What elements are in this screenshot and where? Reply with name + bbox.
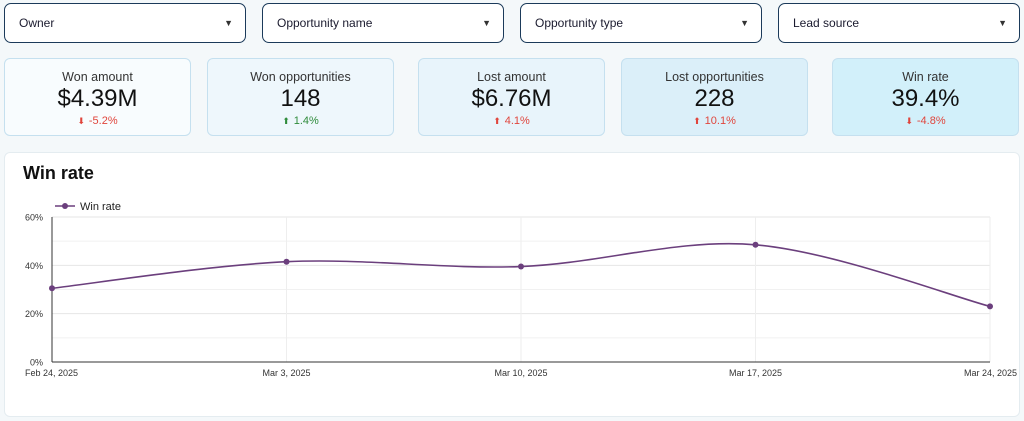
kpi-lost-opportunities: Lost opportunities 228 ⬆ 10.1% [621,58,808,136]
kpi-change: ⬇ -4.8% [905,115,945,128]
kpi-value: $4.39M [57,85,138,112]
data-point [49,285,55,292]
series-layer [49,241,993,310]
kpi-change-value: 4.1% [504,115,530,127]
filter-bar: Owner ▼ Opportunity name ▼ Opportunity t… [4,3,1020,43]
kpi-change: ⬆ 4.1% [493,115,530,128]
kpi-label: Lost opportunities [665,70,764,84]
x-tick-label: Mar 3, 2025 [262,368,310,378]
y-tick-label: 20% [25,309,43,319]
kpi-win-rate: Win rate 39.4% ⬇ -4.8% [832,58,1019,136]
chart-title: Win rate [23,163,94,183]
kpi-lost-amount: Lost amount $6.76M ⬆ 4.1% [418,58,605,136]
caret-down-icon: ▼ [224,18,233,28]
kpi-won-opportunities: Won opportunities 148 ⬆ 1.4% [207,58,394,136]
data-point [283,258,290,265]
caret-down-icon: ▼ [482,18,491,28]
opportunity-name-filter[interactable]: Opportunity name ▼ [262,3,504,43]
win-rate-line-chart: 0% 20% 40% 60% Feb 24, 2025 Mar 3, 2025 Mar 10… [25,201,1017,379]
lead-source-filter-label: Lead source [793,16,860,30]
kpi-won-amount: Won amount $4.39M ⬇ -5.2% [4,58,191,136]
x-tick-label: Mar 17, 2025 [729,368,782,378]
opportunity-type-filter-label: Opportunity type [535,16,624,30]
kpi-value: 39.4% [891,85,960,112]
owner-filter[interactable]: Owner ▼ [4,3,246,43]
kpi-value: 228 [694,85,735,112]
lead-source-filter[interactable]: Lead source ▼ [778,3,1020,43]
kpi-label: Won amount [62,70,133,84]
data-point [987,303,993,310]
caret-down-icon: ▼ [998,18,1007,28]
y-tick-label: 60% [25,213,43,223]
x-tick-label: Mar 10, 2025 [494,368,547,378]
legend-layer: Win rate [55,201,121,213]
kpi-change: ⬇ -5.2% [77,115,117,128]
y-tick-label: 0% [30,358,43,368]
kpi-row: Won amount $4.39M ⬇ -5.2% Won opportuniti… [4,58,1020,136]
grid-layer [51,216,991,363]
caret-down-icon: ▼ [740,18,749,28]
kpi-label: Won opportunities [250,70,351,84]
data-point [752,241,759,248]
x-tick-label: Mar 24, 2025 [964,368,1017,378]
legend-label: Win rate [80,201,121,213]
win-rate-chart-card: Win rate 0% 20% 40% 60% Feb 24, 2025 Mar 3, 2… [4,152,1020,417]
y-tick-label: 40% [25,261,43,271]
kpi-label: Lost amount [477,70,546,84]
kpi-change-value: 1.4% [293,115,319,127]
arrow-down-icon: ⬇ [905,116,913,126]
opportunity-type-filter[interactable]: Opportunity type ▼ [520,3,762,43]
kpi-change: ⬆ 1.4% [282,115,319,128]
legend-marker [62,203,68,209]
kpi-change-value: 10.1% [704,115,736,127]
kpi-change-value: -4.8% [916,115,946,127]
arrow-down-icon: ⬇ [77,116,85,126]
kpi-change: ⬆ 10.1% [693,115,736,128]
opportunity-name-filter-label: Opportunity name [277,16,373,30]
arrow-up-icon: ⬆ [282,116,290,126]
data-point [518,263,524,270]
kpi-label: Win rate [902,70,949,84]
kpi-value: $6.76M [471,85,552,112]
kpi-change-value: -5.2% [88,115,118,127]
arrow-up-icon: ⬆ [693,116,701,126]
kpi-value: 148 [280,85,321,112]
arrow-up-icon: ⬆ [493,116,501,126]
axis-layer: 0% 20% 40% 60% Feb 24, 2025 Mar 3, 2025 Mar 10… [25,213,1017,379]
x-tick-label: Feb 24, 2025 [25,368,78,378]
owner-filter-label: Owner [19,16,55,30]
